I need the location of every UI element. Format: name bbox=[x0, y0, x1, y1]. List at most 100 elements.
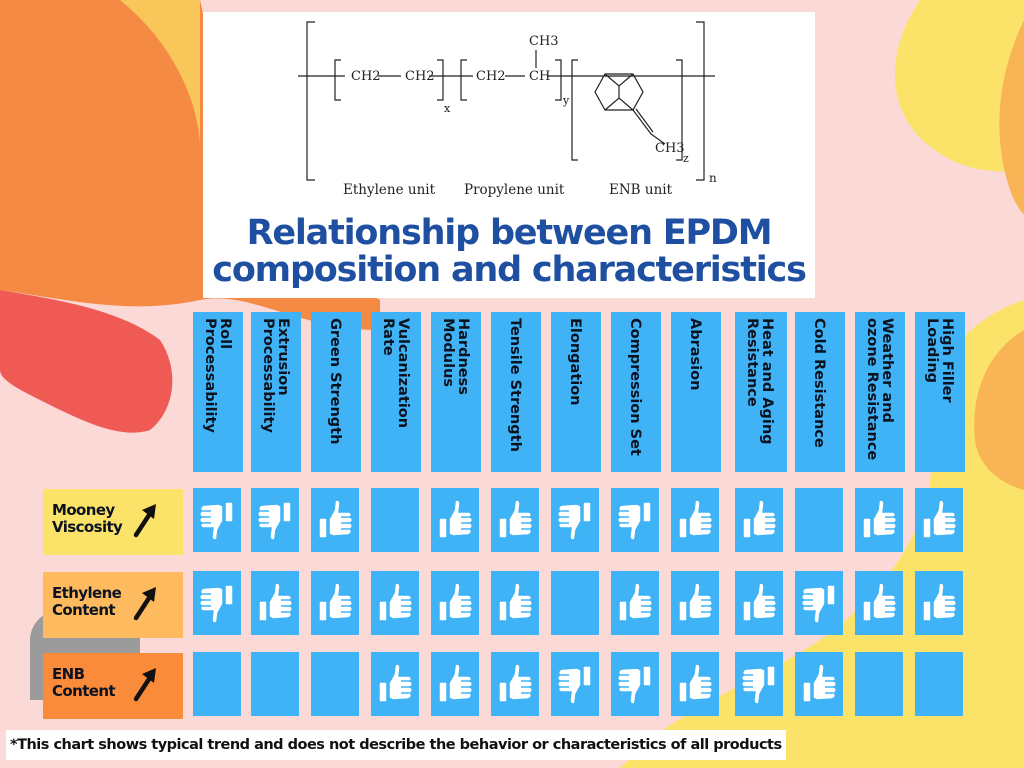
thumbs-up-icon bbox=[862, 499, 897, 539]
thumbs-up-icon bbox=[618, 582, 653, 622]
subscript-x: x bbox=[444, 102, 451, 115]
cell-ethylene-weather-and-ozone-resistance bbox=[855, 571, 903, 635]
cell-ethylene-elongation bbox=[551, 571, 599, 635]
column-header-label: Compression Set bbox=[627, 318, 644, 456]
thumbs-up-icon bbox=[318, 582, 353, 622]
column-header-label: Weather and ozone Resistance bbox=[864, 318, 895, 461]
thumbs-up-icon bbox=[742, 499, 777, 539]
propylene-unit-label: Propylene unit bbox=[464, 182, 565, 198]
column-header-roll-processability: Roll Processability bbox=[193, 312, 243, 472]
row-label-enb-content: ENB Content bbox=[43, 653, 183, 719]
column-header-label: Roll Processability bbox=[202, 318, 233, 433]
thumbs-up-icon bbox=[498, 663, 533, 703]
cell-enb-high-filler-loading bbox=[915, 652, 963, 716]
ch2-unit-1: CH2 bbox=[351, 69, 381, 84]
column-header-hardness-modulus: Hardness Modulus bbox=[431, 312, 481, 472]
column-header-label: Abrasion bbox=[687, 318, 704, 391]
column-header-elongation: Elongation bbox=[551, 312, 601, 472]
title-line-1: Relationship between EPDM bbox=[246, 213, 773, 253]
subscript-n: n bbox=[709, 171, 717, 185]
cell-mooney-compression-set bbox=[611, 488, 659, 552]
thumbs-up-icon bbox=[438, 499, 473, 539]
cell-mooney-heat-and-aging-resistance bbox=[735, 488, 783, 552]
column-header-green-strength: Green Strength bbox=[311, 312, 361, 472]
subscript-y: y bbox=[562, 94, 570, 107]
thumbs-down-icon bbox=[741, 665, 776, 705]
column-header-label: Extrusion Processability bbox=[260, 318, 291, 433]
thumbs-up-icon bbox=[678, 499, 713, 539]
thumbs-up-icon bbox=[742, 582, 777, 622]
cell-mooney-abrasion bbox=[671, 488, 719, 552]
arrow-up-right-icon bbox=[133, 504, 156, 538]
thumbs-down-icon bbox=[199, 584, 234, 624]
cell-ethylene-abrasion bbox=[671, 571, 719, 635]
cell-mooney-weather-and-ozone-resistance bbox=[855, 488, 903, 552]
column-header-label: Tensile Strength bbox=[507, 318, 524, 452]
cell-enb-green-strength bbox=[311, 652, 359, 716]
column-header-cold-resistance: Cold Resistance bbox=[795, 312, 845, 472]
cell-ethylene-roll-processability bbox=[193, 571, 241, 635]
cell-ethylene-hardness-modulus bbox=[431, 571, 479, 635]
cell-mooney-high-filler-loading bbox=[915, 488, 963, 552]
row-label-ethylene-content: Ethylene Content bbox=[43, 572, 183, 638]
ch3-ethylidene: CH3 bbox=[655, 141, 685, 156]
cell-ethylene-heat-and-aging-resistance bbox=[735, 571, 783, 635]
thumbs-up-icon bbox=[378, 582, 413, 622]
cell-mooney-hardness-modulus bbox=[431, 488, 479, 552]
column-header-weather-and-ozone-resistance: Weather and ozone Resistance bbox=[855, 312, 905, 472]
cell-ethylene-cold-resistance bbox=[795, 571, 843, 635]
row-label-line-2: Content bbox=[52, 682, 116, 700]
subscript-z: z bbox=[683, 152, 689, 165]
thumbs-down-icon bbox=[617, 501, 652, 541]
row-label-line-2: Viscosity bbox=[52, 518, 123, 536]
thumbs-up-icon bbox=[378, 663, 413, 703]
cell-ethylene-extrusion-processability bbox=[251, 571, 299, 635]
column-header-compression-set: Compression Set bbox=[611, 312, 661, 472]
cell-mooney-vulcanization-rate bbox=[371, 488, 419, 552]
enb-unit-label: ENB unit bbox=[609, 182, 673, 198]
cell-enb-extrusion-processability bbox=[251, 652, 299, 716]
thumbs-up-icon bbox=[922, 582, 957, 622]
thumbs-up-icon bbox=[862, 582, 897, 622]
cell-ethylene-compression-set bbox=[611, 571, 659, 635]
column-header-label: Vulcanization Rate bbox=[380, 318, 411, 429]
cell-mooney-tensile-strength bbox=[491, 488, 539, 552]
thumbs-down-icon bbox=[257, 501, 292, 541]
cell-enb-tensile-strength bbox=[491, 652, 539, 716]
cell-mooney-green-strength bbox=[311, 488, 359, 552]
cell-ethylene-tensile-strength bbox=[491, 571, 539, 635]
thumbs-up-icon bbox=[802, 663, 837, 703]
arrow-up-right-icon bbox=[133, 587, 156, 621]
thumbs-down-icon bbox=[557, 501, 592, 541]
thumbs-down-icon bbox=[557, 665, 592, 705]
cell-enb-weather-and-ozone-resistance bbox=[855, 652, 903, 716]
cell-ethylene-vulcanization-rate bbox=[371, 571, 419, 635]
page-title: Relationship between EPDM composition an… bbox=[203, 215, 815, 289]
thumbs-up-icon bbox=[438, 582, 473, 622]
column-header-vulcanization-rate: Vulcanization Rate bbox=[371, 312, 421, 472]
structure-card: CH2 CH2 CH2 CH CH3 CH3 x y z n Ethylene … bbox=[203, 12, 815, 298]
column-header-label: Elongation bbox=[567, 318, 584, 406]
cell-enb-elongation bbox=[551, 652, 599, 716]
cell-enb-hardness-modulus bbox=[431, 652, 479, 716]
cell-mooney-elongation bbox=[551, 488, 599, 552]
ch2-unit-3: CH2 bbox=[476, 69, 506, 84]
cell-mooney-roll-processability bbox=[193, 488, 241, 552]
row-label-line-1: ENB bbox=[52, 665, 85, 683]
title-line-2: composition and characteristics bbox=[212, 250, 807, 290]
column-header-abrasion: Abrasion bbox=[671, 312, 721, 472]
cell-enb-abrasion bbox=[671, 652, 719, 716]
column-header-label: Hardness Modulus bbox=[440, 318, 471, 395]
cell-enb-roll-processability bbox=[193, 652, 241, 716]
ch-unit: CH bbox=[529, 69, 550, 84]
thumbs-down-icon bbox=[801, 584, 836, 624]
cell-ethylene-high-filler-loading bbox=[915, 571, 963, 635]
thumbs-up-icon bbox=[438, 663, 473, 703]
column-header-heat-and-aging-resistance: Heat and Aging Resistance bbox=[735, 312, 787, 472]
thumbs-down-icon bbox=[199, 501, 234, 541]
column-header-extrusion-processability: Extrusion Processability bbox=[251, 312, 301, 472]
row-label-mooney-viscosity: Mooney Viscosity bbox=[43, 489, 183, 555]
thumbs-up-icon bbox=[498, 499, 533, 539]
column-header-label: Green Strength bbox=[327, 318, 344, 445]
ch2-unit-2: CH2 bbox=[405, 69, 435, 84]
